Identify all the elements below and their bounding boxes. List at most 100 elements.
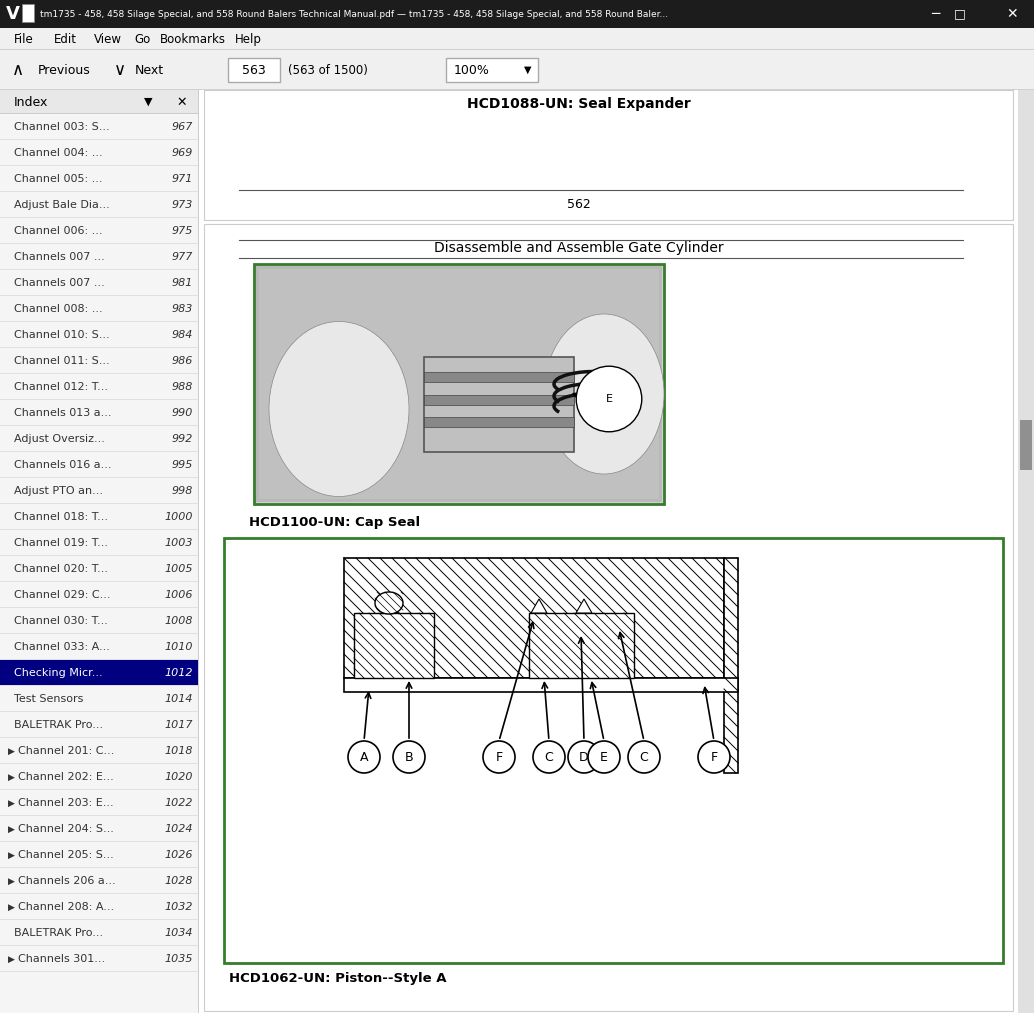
Text: E: E: [600, 751, 608, 764]
Text: 1022: 1022: [164, 798, 193, 808]
Text: Channel 208: A...: Channel 208: A...: [18, 902, 114, 912]
Text: Bookmarks: Bookmarks: [160, 32, 226, 46]
Text: 1008: 1008: [164, 616, 193, 626]
Circle shape: [698, 741, 730, 773]
Text: Channel 005: ...: Channel 005: ...: [14, 174, 102, 184]
Text: 973: 973: [172, 200, 193, 210]
Circle shape: [588, 741, 620, 773]
Text: C: C: [545, 751, 553, 764]
Bar: [0, 0, 1034, 28]
Bar: [446, 58, 538, 82]
Circle shape: [393, 741, 425, 773]
Text: Help: Help: [235, 32, 262, 46]
Text: F: F: [710, 751, 718, 764]
Text: 562: 562: [567, 198, 590, 211]
Text: 1035: 1035: [164, 954, 193, 964]
Text: Channel 030: T...: Channel 030: T...: [14, 616, 108, 626]
Bar: [1020, 420, 1032, 470]
Text: V: V: [6, 5, 20, 23]
Text: A: A: [360, 751, 368, 764]
Text: 1028: 1028: [164, 876, 193, 886]
Text: 1024: 1024: [164, 824, 193, 834]
Bar: [724, 558, 738, 773]
Text: ─: ─: [931, 7, 939, 21]
Text: 1012: 1012: [164, 668, 193, 678]
Bar: [990, 0, 1034, 28]
Text: ✕: ✕: [177, 95, 187, 108]
Bar: [199, 90, 1018, 1013]
Text: 1000: 1000: [164, 512, 193, 522]
Text: Channel 029: C...: Channel 029: C...: [14, 590, 111, 600]
Text: Channels 206 a...: Channels 206 a...: [18, 876, 116, 886]
Text: 1014: 1014: [164, 694, 193, 704]
Text: 998: 998: [172, 486, 193, 496]
Bar: [256, 266, 662, 502]
Text: 1034: 1034: [164, 928, 193, 938]
Text: Channel 003: S...: Channel 003: S...: [14, 122, 110, 132]
Text: ▶: ▶: [8, 798, 14, 807]
Text: 988: 988: [172, 382, 193, 392]
Text: 971: 971: [172, 174, 193, 184]
Bar: [424, 417, 574, 427]
Bar: [354, 613, 434, 678]
Text: 986: 986: [172, 356, 193, 366]
Text: ▶: ▶: [8, 773, 14, 781]
Text: Channels 301...: Channels 301...: [18, 954, 105, 964]
Text: Channel 203: E...: Channel 203: E...: [18, 798, 114, 808]
Bar: [344, 558, 724, 678]
Text: Checking Micr...: Checking Micr...: [14, 668, 102, 678]
Text: ▶: ▶: [8, 825, 14, 834]
Bar: [224, 538, 1003, 963]
Text: 1026: 1026: [164, 850, 193, 860]
Text: View: View: [94, 32, 122, 46]
Text: ▶: ▶: [8, 747, 14, 756]
Text: F: F: [495, 751, 503, 764]
Text: Channels 007 ...: Channels 007 ...: [14, 278, 104, 288]
Text: E: E: [606, 394, 612, 404]
Text: ∧: ∧: [12, 61, 24, 79]
Circle shape: [533, 741, 565, 773]
Text: 100%: 100%: [454, 64, 490, 77]
Bar: [0, 90, 197, 114]
Text: Channel 012: T...: Channel 012: T...: [14, 382, 108, 392]
Bar: [424, 395, 574, 405]
Text: Channel 010: S...: Channel 010: S...: [14, 330, 110, 340]
Text: 1006: 1006: [164, 590, 193, 600]
Text: ✕: ✕: [1006, 7, 1017, 21]
Text: 563: 563: [242, 64, 266, 77]
Text: 981: 981: [172, 278, 193, 288]
Text: ▼: ▼: [144, 97, 152, 107]
Text: Next: Next: [135, 64, 164, 77]
Text: Channel 033: A...: Channel 033: A...: [14, 642, 110, 652]
Text: 995: 995: [172, 460, 193, 470]
Text: Channel 202: E...: Channel 202: E...: [18, 772, 114, 782]
Text: 983: 983: [172, 304, 193, 314]
Text: 1010: 1010: [164, 642, 193, 652]
Bar: [0, 50, 1034, 90]
Text: 1018: 1018: [164, 746, 193, 756]
Bar: [529, 613, 634, 678]
Text: 1005: 1005: [164, 564, 193, 574]
Text: B: B: [404, 751, 414, 764]
Text: BALETRAK Pro...: BALETRAK Pro...: [14, 928, 103, 938]
Text: 1003: 1003: [164, 538, 193, 548]
Bar: [258, 269, 659, 499]
Text: 1032: 1032: [164, 902, 193, 912]
Ellipse shape: [375, 592, 403, 614]
Bar: [0, 90, 197, 1013]
Bar: [424, 372, 574, 382]
Text: ▼: ▼: [524, 65, 531, 75]
Text: ▶: ▶: [8, 851, 14, 859]
Text: Adjust Bale Dia...: Adjust Bale Dia...: [14, 200, 110, 210]
Text: Channel 008: ...: Channel 008: ...: [14, 304, 102, 314]
Text: HCD1088-UN: Seal Expander: HCD1088-UN: Seal Expander: [466, 97, 691, 111]
Text: ▶: ▶: [8, 903, 14, 912]
Text: 1017: 1017: [164, 720, 193, 730]
Text: 967: 967: [172, 122, 193, 132]
Text: Channel 011: S...: Channel 011: S...: [14, 356, 110, 366]
Text: Channels 007 ...: Channels 007 ...: [14, 252, 104, 262]
Text: Channel 018: T...: Channel 018: T...: [14, 512, 108, 522]
Text: □: □: [954, 7, 966, 20]
Text: Test Sensors: Test Sensors: [14, 694, 84, 704]
Bar: [0, 28, 1034, 50]
